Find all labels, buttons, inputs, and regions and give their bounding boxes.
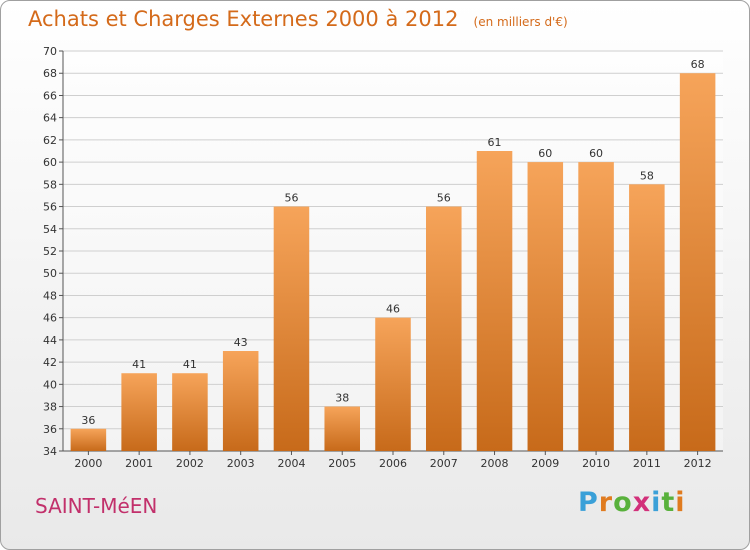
bar	[527, 162, 564, 451]
x-tick-label: 2011	[633, 457, 661, 470]
bar-value-label: 56	[437, 192, 451, 205]
bar-value-label: 41	[183, 358, 197, 371]
bar-value-label: 60	[589, 147, 603, 160]
bar	[679, 73, 716, 451]
bar-value-label: 56	[284, 192, 298, 205]
x-tick-label: 2004	[277, 457, 305, 470]
x-tick-label: 2006	[379, 457, 407, 470]
chart-unit: (en milliers d'€)	[473, 15, 568, 29]
bar	[70, 428, 107, 451]
bar-value-label: 46	[386, 303, 400, 316]
x-tick-label: 2000	[74, 457, 102, 470]
y-tick-label: 60	[43, 156, 57, 169]
y-tick-label: 58	[43, 178, 57, 191]
y-tick-label: 62	[43, 134, 57, 147]
bar	[121, 373, 157, 451]
y-tick-label: 46	[43, 312, 57, 325]
y-tick-label: 40	[43, 378, 57, 391]
x-tick-label: 2002	[176, 457, 204, 470]
bar	[273, 206, 310, 451]
x-axis: 2000 2001 2002 2003 2004 2005 2006 2007 2008 2009…	[74, 451, 712, 470]
bar	[476, 151, 513, 451]
y-tick-label: 34	[43, 445, 57, 458]
logo-letter: x	[632, 487, 652, 518]
logo-letter: i	[675, 487, 686, 518]
logo-letter: t	[661, 487, 676, 518]
bar-value-label: 38	[335, 392, 349, 405]
logo-letter: P	[578, 487, 599, 518]
bar-value-label: 68	[691, 58, 705, 71]
x-tick-label: 2005	[328, 457, 356, 470]
y-tick-label: 48	[43, 289, 57, 302]
logo-letter: r	[598, 487, 614, 518]
bar-value-label: 36	[81, 414, 95, 427]
bar-value-label: 43	[234, 336, 248, 349]
place-name: SAINT-MéEN	[35, 494, 158, 518]
y-tick-label: 70	[43, 45, 57, 58]
bar-value-label: 60	[538, 147, 552, 160]
y-tick-label: 50	[43, 267, 57, 280]
y-tick-label: 44	[43, 334, 57, 347]
x-tick-label: 2012	[684, 457, 712, 470]
x-tick-label: 2009	[531, 457, 559, 470]
title-row: Achats et Charges Externes 2000 à 2012 (…	[28, 7, 568, 31]
y-tick-label: 42	[43, 356, 57, 369]
bar	[578, 162, 614, 451]
y-tick-label: 66	[43, 89, 57, 102]
bar	[324, 406, 360, 451]
bars: 36 41 41 43 56 38 46 56 61 60 60 58 68	[70, 58, 716, 452]
y-tick-label: 68	[43, 67, 57, 80]
x-tick-label: 2001	[125, 457, 153, 470]
y-tick-label: 54	[43, 223, 57, 236]
x-tick-label: 2007	[430, 457, 458, 470]
bar-value-label: 61	[488, 136, 502, 149]
bar	[222, 351, 259, 451]
bar	[629, 184, 665, 452]
bar	[172, 373, 208, 451]
y-tick-label: 56	[43, 201, 57, 214]
bar	[426, 206, 462, 451]
bar-value-label: 41	[132, 358, 146, 371]
logo-letter: i	[651, 487, 662, 518]
y-tick-label: 36	[43, 423, 57, 436]
chart-title: Achats et Charges Externes 2000 à 2012	[28, 7, 459, 31]
x-tick-label: 2003	[227, 457, 255, 470]
x-tick-label: 2010	[582, 457, 610, 470]
bar	[375, 317, 411, 451]
logo-letter: o	[613, 487, 633, 518]
bar-value-label: 58	[640, 169, 654, 182]
proxiti-logo[interactable]: Proxiti	[578, 487, 686, 518]
y-tick-label: 52	[43, 245, 57, 258]
y-tick-label: 38	[43, 401, 57, 414]
y-tick-label: 64	[43, 112, 57, 125]
x-tick-label: 2008	[481, 457, 509, 470]
